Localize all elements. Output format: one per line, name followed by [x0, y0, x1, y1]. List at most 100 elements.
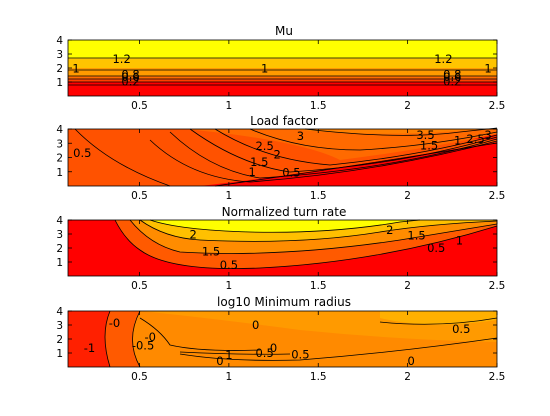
contour-labels: 1.2 1.21 1 10.8 0.80.6 0.60.2 0.2	[72, 52, 491, 88]
y-tick-label: 2	[56, 334, 63, 346]
contour-label: 0.5	[291, 347, 309, 361]
contour-labels: 0.532.521.51 0.53.5 32.51.5 1	[73, 128, 492, 179]
x-axis-ticks: 0.5 1 1.5 2 2.5	[131, 129, 505, 202]
contour-lines	[114, 219, 498, 270]
y-tick-label: 2	[56, 63, 63, 75]
x-tick-label: 1	[226, 190, 233, 202]
contour-label: 0.5	[282, 165, 300, 179]
x-tick-label: 0.5	[131, 190, 148, 202]
y-axis-ticks: 1 2 3 4	[56, 215, 497, 269]
subplot-title: log10 Minimum radius	[217, 295, 351, 309]
subplot-mu: Mu 1.2 1.21 1 10.8 0.80.6 0.60.2 0.2 0.5 1 1.5 2 2…	[56, 24, 505, 112]
x-tick-label: 1	[226, 100, 233, 112]
x-tick-label: 2	[404, 280, 411, 292]
contour-band	[68, 58, 497, 68]
contour-label: 2.5	[466, 132, 484, 146]
y-tick-label: 2	[56, 243, 63, 255]
contour-label: 3	[484, 128, 491, 142]
contour-label: 0.5	[73, 146, 91, 160]
x-tick-label: 2	[404, 190, 411, 202]
contour-label: 0.2	[121, 74, 139, 88]
contour-band	[68, 68, 497, 77]
y-tick-label: 1	[56, 167, 63, 179]
contour-label: -0	[109, 316, 120, 330]
contour-label: 0.5	[452, 322, 470, 336]
contour-label: -0	[144, 330, 155, 344]
x-tick-label: 1.5	[310, 280, 327, 292]
contour-band	[68, 76, 497, 80]
x-tick-label: 2.5	[489, 371, 506, 383]
contour-label: 1	[456, 233, 463, 247]
contour-band	[68, 79, 497, 82]
contour-label: 0.5	[255, 346, 273, 360]
filled-contour-bands	[68, 40, 497, 96]
x-axis-ticks: 0.5 1 1.5 2 2.5	[131, 220, 505, 292]
contour-label: 0	[252, 318, 259, 332]
x-tick-label: 2	[404, 371, 411, 383]
y-tick-label: 2	[56, 153, 63, 165]
contour-label: 1	[225, 348, 232, 362]
x-tick-label: 2.5	[489, 100, 506, 112]
x-tick-label: 0.5	[131, 280, 148, 292]
contour-label: 1.2	[112, 52, 130, 66]
x-tick-label: 0.5	[131, 100, 148, 112]
contour-label: -1	[84, 341, 95, 355]
subplot-title: Load factor	[250, 114, 318, 128]
subplot-normalized-turn-rate: Normalized turn rate 2 2 1.5 1.5 1 0.5 0.5 0.5…	[56, 205, 505, 292]
contour-label: 0	[216, 354, 223, 368]
contour-label: 0.6	[443, 70, 461, 84]
contour-label: 2	[273, 148, 280, 162]
contour-label: 3.5	[416, 128, 434, 142]
y-tick-label: 4	[56, 215, 63, 227]
contour-label: 2	[189, 228, 196, 242]
x-axis-ticks: 0.5 1 1.5 2 2.5	[131, 311, 505, 383]
x-tick-label: 1.5	[310, 371, 327, 383]
contour-label: 3	[297, 129, 304, 143]
y-tick-label: 3	[56, 138, 63, 150]
x-tick-label: 1	[226, 371, 233, 383]
subplot-title: Mu	[275, 24, 293, 38]
contour-label: 0	[270, 341, 277, 355]
x-tick-label: 2	[404, 100, 411, 112]
contour-label: 1	[248, 165, 255, 179]
y-tick-label: 3	[56, 229, 63, 241]
contour-lines	[74, 127, 498, 187]
x-tick-label: 1.5	[310, 100, 327, 112]
filled-contour-regions	[68, 311, 497, 367]
contour-label: 0.5	[220, 258, 238, 272]
contour-label: 1.2	[434, 52, 452, 66]
y-tick-label: 4	[56, 35, 63, 47]
y-tick-label: 1	[56, 77, 63, 89]
contour-band	[68, 40, 497, 59]
x-tick-label: 1.5	[310, 190, 327, 202]
y-tick-label: 1	[56, 348, 63, 360]
x-tick-label: 2.5	[489, 190, 506, 202]
contour-label: 0.6	[121, 70, 139, 84]
contour-lines	[104, 310, 498, 368]
contour-label: 1.5	[250, 155, 268, 169]
y-tick-label: 4	[56, 306, 63, 318]
contour-label: 1	[484, 62, 491, 76]
x-tick-label: 1	[226, 280, 233, 292]
contour-label: 1.5	[420, 138, 438, 152]
contour-label: 1	[72, 62, 79, 76]
x-axis-ticks: 0.5 1 1.5 2 2.5	[131, 40, 505, 112]
x-tick-label: 2.5	[489, 280, 506, 292]
subplot-load-factor: Load factor 0.532.521.51 0.53.5 32.51.5 1 0…	[56, 114, 505, 202]
contour-label: -0.5	[132, 338, 154, 352]
contour-label: 0.8	[443, 67, 461, 81]
contour-label: 2	[386, 223, 393, 237]
contour-label: 1.5	[202, 245, 220, 259]
contour-label: 1	[454, 133, 461, 147]
y-tick-label: 1	[56, 257, 63, 269]
contour-labels: 2 2 1.5 1.5 1 0.5 0.5	[189, 223, 463, 272]
contour-label: 0.5	[427, 241, 445, 255]
contour-label: 0.8	[121, 67, 139, 81]
contour-label: 0	[408, 354, 415, 368]
subplot-title: Normalized turn rate	[222, 205, 347, 219]
